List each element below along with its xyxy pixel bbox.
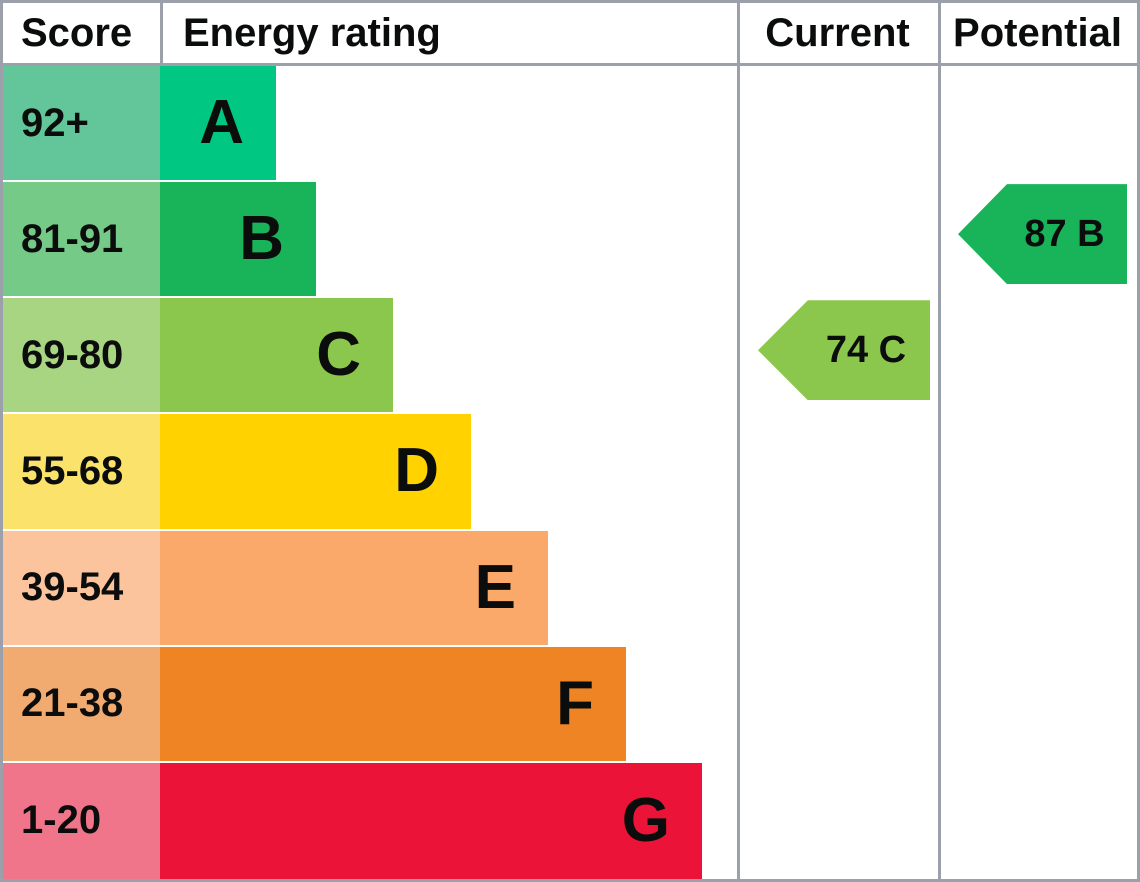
band-row-e: 39-54 E <box>3 530 1137 647</box>
rating-bar-a: A <box>160 66 276 181</box>
score-range-e: 39-54 <box>3 530 160 645</box>
header-current: Current <box>765 10 910 55</box>
rating-letter-g: G <box>621 785 670 855</box>
rating-bar-e: E <box>160 530 548 645</box>
band-row-a: 92+ A <box>3 66 1137 182</box>
rating-bands: 92+ A 81-91 B 69-80 C 55-68 D 39-54 E 21… <box>3 66 1137 879</box>
rating-letter-e: E <box>474 552 516 622</box>
header-bottom-divider <box>3 63 1137 66</box>
rating-letter-f: F <box>556 668 594 738</box>
rating-bar-f: F <box>160 646 626 761</box>
rating-bar-b: B <box>160 182 316 297</box>
band-row-f: 21-38 F <box>3 646 1137 763</box>
rating-bar-g: G <box>160 762 702 879</box>
header-score: Score <box>21 10 133 55</box>
potential-rating-label: 87 B <box>1024 212 1105 255</box>
potential-rating-arrow: 87 B <box>958 184 1127 285</box>
rating-letter-c: C <box>316 320 361 390</box>
band-row-d: 55-68 D <box>3 414 1137 530</box>
potential-column-divider <box>938 3 941 879</box>
band-row-c: 69-80 C <box>3 298 1137 414</box>
current-column-divider <box>737 3 740 879</box>
score-range-d: 55-68 <box>3 414 160 529</box>
score-range-c: 69-80 <box>3 298 160 413</box>
rating-bar-d: D <box>160 414 471 529</box>
band-row-b: 81-91 B <box>3 182 1137 298</box>
current-rating-label: 74 C <box>825 328 907 371</box>
score-range-a: 92+ <box>3 66 160 181</box>
rating-bar-c: C <box>160 298 393 413</box>
rating-letter-b: B <box>239 204 284 274</box>
header-potential: Potential <box>953 10 1122 55</box>
score-range-f: 21-38 <box>3 646 160 761</box>
header-energy-rating: Energy rating <box>183 10 441 55</box>
band-row-g: 1-20 G <box>3 762 1137 879</box>
score-range-g: 1-20 <box>3 762 160 879</box>
score-range-b: 81-91 <box>3 182 160 297</box>
score-column-divider <box>160 3 163 63</box>
rating-letter-d: D <box>394 436 439 506</box>
rating-letter-a: A <box>199 88 244 158</box>
